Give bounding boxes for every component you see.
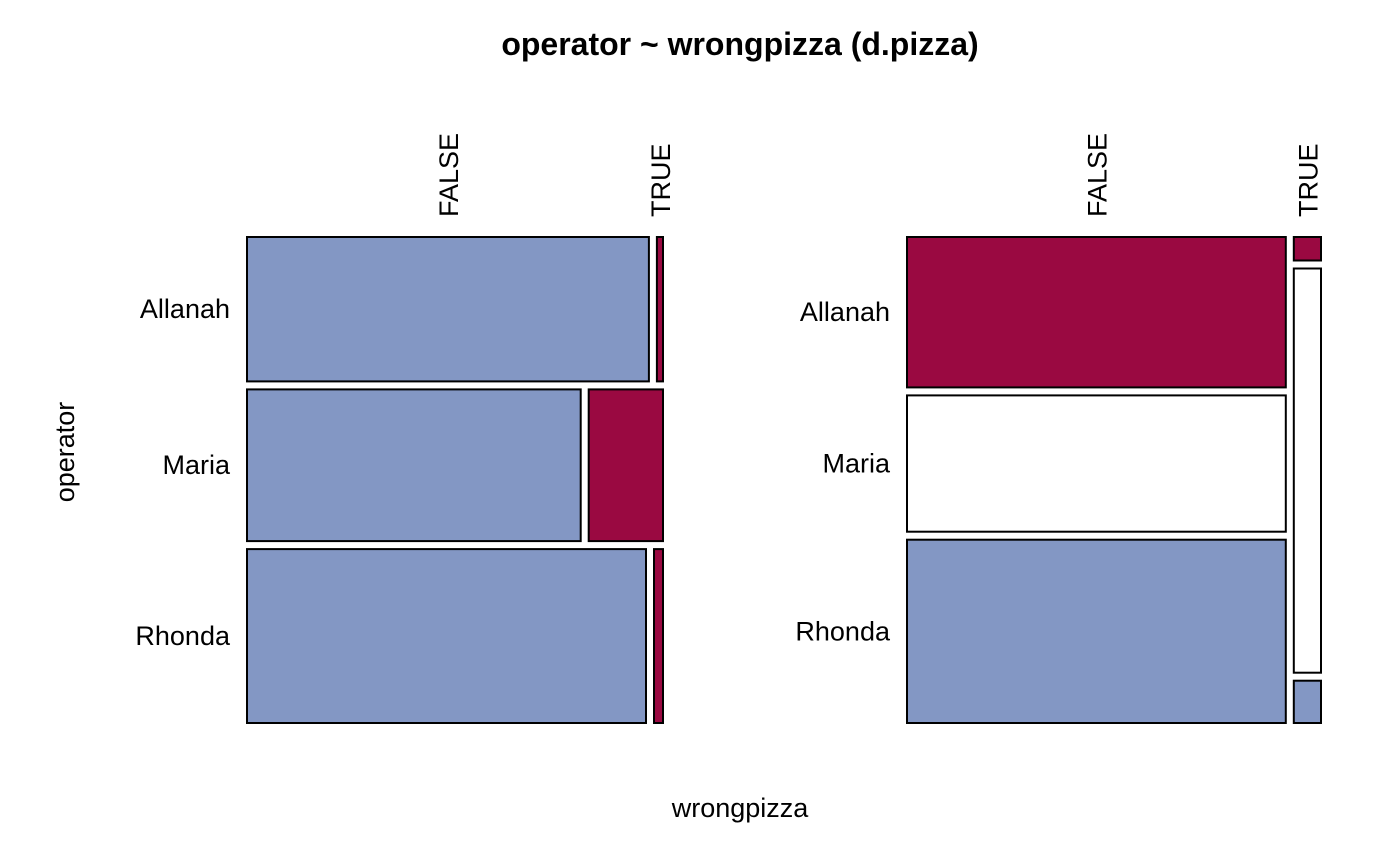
mosaic-tile-p1-maria-true — [587, 388, 665, 543]
column-label-p1-true: TRUE — [646, 144, 676, 218]
panel-layer: Allanah Maria Rhonda FALSE TRUE FALSE TRUE Alla… — [135, 133, 1323, 725]
y-axis-label: operator — [50, 402, 80, 503]
column-label-p1-false: FALSE — [434, 133, 464, 217]
mosaic-tile-p2-false-allanah — [906, 236, 1287, 389]
mosaic-tile-p2-true-maria — [1292, 267, 1323, 674]
mosaic-tile-p1-maria-false — [246, 388, 582, 543]
chart-title: operator ~ wrongpizza (d.pizza) — [501, 26, 978, 62]
column-label-p2-true: TRUE — [1293, 144, 1323, 218]
mosaic-tile-p2-false-rhonda — [906, 538, 1287, 725]
mosaic-tile-p1-rhonda-true — [653, 548, 664, 724]
row-label-p1-allanah: Allanah — [140, 294, 230, 324]
mosaic-tile-p2-true-rhonda — [1292, 679, 1323, 725]
mosaic-tile-p2-true-allanah — [1292, 236, 1323, 262]
mosaic-tile-p1-rhonda-false — [246, 548, 647, 724]
x-axis-label: wrongpizza — [671, 793, 810, 823]
row-label-p2-maria: Maria — [822, 449, 890, 479]
mosaic-tile-p1-allanah-true — [655, 236, 665, 383]
mosaic-tile-p1-allanah-false — [246, 236, 650, 383]
column-label-p2-false: FALSE — [1082, 133, 1112, 217]
row-label-p2-allanah: Allanah — [800, 297, 890, 327]
row-label-p2-rhonda: Rhonda — [795, 616, 891, 646]
row-label-p1-maria: Maria — [162, 450, 230, 480]
mosaic-tile-p2-false-maria — [906, 394, 1287, 533]
row-label-p1-rhonda: Rhonda — [135, 621, 231, 651]
